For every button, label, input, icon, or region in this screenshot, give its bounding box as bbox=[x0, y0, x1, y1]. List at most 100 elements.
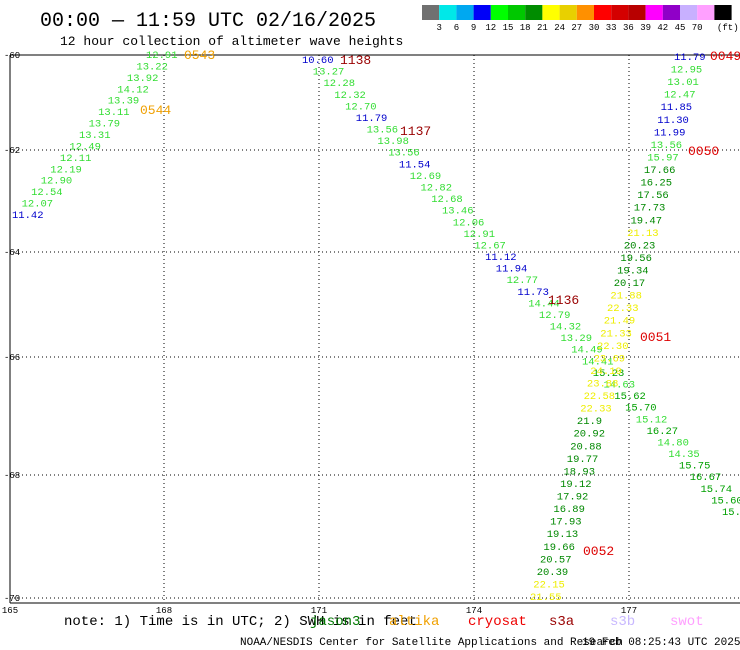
pass-time-label: 0051 bbox=[640, 330, 671, 345]
wave-height-value: 17.56 bbox=[637, 190, 669, 202]
wave-height-value: 19.66 bbox=[543, 542, 575, 554]
wave-height-value: 13.56 bbox=[388, 148, 420, 160]
colorbar-tick-label: 6 bbox=[454, 23, 459, 33]
longitude-labels: 165 168 171 174 177 bbox=[2, 606, 637, 616]
wave-height-value: 24.19 bbox=[590, 366, 622, 378]
wave-height-value: 13.46 bbox=[442, 206, 474, 218]
colorbar-tick-label: 30 bbox=[589, 23, 600, 33]
wave-height-value: 11.79 bbox=[674, 52, 706, 64]
wave-height-value: 12.28 bbox=[324, 78, 356, 90]
footer-note: note: 1) Time is in UTC; 2) SWH is in fe… bbox=[64, 614, 417, 630]
wave-height-value: 12.90 bbox=[41, 176, 73, 188]
colorbar-tick-label: 33 bbox=[606, 23, 617, 33]
colorbar-tick-label: 15 bbox=[503, 23, 514, 33]
colorbar-tick-label: 12 bbox=[485, 23, 496, 33]
wave-height-value: 13.98 bbox=[377, 136, 409, 148]
wave-height-value: 12.47 bbox=[664, 90, 696, 102]
wave-height-value: 14.35 bbox=[668, 449, 700, 461]
colorbar-swatch bbox=[439, 5, 457, 20]
pass-time-label: 1136 bbox=[548, 293, 579, 308]
wave-height-value: 19.12 bbox=[560, 479, 592, 491]
colorbar-swatch bbox=[697, 5, 715, 20]
colorbar-swatch bbox=[473, 5, 491, 20]
colorbar-swatch bbox=[525, 5, 543, 20]
wave-height-value: 13.39 bbox=[108, 96, 140, 108]
wave-height-value: 13.27 bbox=[313, 67, 345, 79]
wave-height-value: 15.70 bbox=[625, 403, 657, 415]
wave-height-value: 23.69 bbox=[594, 353, 626, 365]
wave-height-value: 18.93 bbox=[564, 466, 596, 478]
colorbar-swatch bbox=[490, 5, 508, 20]
latitude-label: -62 bbox=[4, 146, 20, 156]
wave-height-value: 10.60 bbox=[302, 55, 334, 67]
lat-lon-grid bbox=[9, 54, 740, 604]
wave-height-value: 13.56 bbox=[651, 140, 683, 152]
wave-height-value: 13.01 bbox=[667, 77, 699, 89]
wave-height-value: 15.74 bbox=[701, 484, 733, 496]
colorbar-legend bbox=[422, 5, 732, 20]
pass-time-label: 0544 bbox=[140, 103, 171, 118]
satellite-legend-item: s3b bbox=[610, 614, 635, 630]
wave-height-value: 22.58 bbox=[584, 391, 616, 403]
altimeter-tracks: 12.9113.2213.9214.1213.3913.1113.7913.31… bbox=[12, 48, 740, 604]
wave-height-value: 19.77 bbox=[567, 454, 599, 466]
colorbar-swatch bbox=[662, 5, 680, 20]
satellite-legend: jason3 altika cryosat s3a s3b swot bbox=[310, 614, 704, 630]
wave-height-value: 17.93 bbox=[550, 517, 582, 529]
colorbar-swatch bbox=[714, 5, 732, 20]
wave-height-value: 12.06 bbox=[453, 217, 485, 229]
wave-height-value: 22.33 bbox=[607, 303, 639, 315]
longitude-label: 171 bbox=[311, 606, 327, 616]
wave-height-value: 11.12 bbox=[485, 252, 517, 264]
wave-height-value: 12.54 bbox=[31, 187, 63, 199]
wave-height-value: 15.4 bbox=[722, 507, 740, 519]
colorbar-swatch bbox=[508, 5, 526, 20]
latitude-labels: -60 -62 -64 -66 -68 -70 bbox=[4, 51, 20, 604]
colorbar-swatch bbox=[645, 5, 663, 20]
wave-height-value: 19.56 bbox=[620, 253, 652, 265]
wave-height-value: 14.41 bbox=[582, 356, 614, 368]
wave-height-value: 13.22 bbox=[136, 61, 168, 73]
wave-height-value: 14.32 bbox=[550, 322, 582, 334]
colorbar-tick-label: 27 bbox=[571, 23, 582, 33]
wave-height-value: 12.67 bbox=[474, 240, 506, 252]
colorbar-tick-label: 18 bbox=[520, 23, 531, 33]
wave-height-value: 21.9 bbox=[577, 416, 602, 428]
wave-height-value: 16.67 bbox=[690, 472, 722, 484]
wave-height-value: 12.77 bbox=[507, 275, 539, 287]
pass-time-label: 0543 bbox=[184, 48, 215, 63]
wave-height-value: 17.92 bbox=[557, 492, 589, 504]
wave-height-value: 14.44 bbox=[528, 298, 560, 310]
satellite-legend-item: swot bbox=[670, 614, 704, 630]
longitude-label: 174 bbox=[466, 606, 482, 616]
wave-height-value: 20.57 bbox=[540, 554, 572, 566]
wave-height-value: 12.79 bbox=[539, 310, 571, 322]
colorbar-tick-label: 42 bbox=[657, 23, 668, 33]
latitude-label: -60 bbox=[4, 51, 20, 61]
wave-height-value: 20.39 bbox=[537, 567, 569, 579]
satellite-legend-item: s3a bbox=[549, 614, 574, 630]
longitude-label: 165 bbox=[2, 606, 18, 616]
pass-time-label: 1138 bbox=[340, 53, 371, 68]
wave-height-value: 11.94 bbox=[496, 264, 528, 276]
wave-height-value: 15.62 bbox=[614, 391, 646, 403]
latitude-label: -70 bbox=[4, 594, 20, 604]
wave-height-value: 12.91 bbox=[464, 229, 496, 241]
colorbar-swatch bbox=[542, 5, 560, 20]
satellite-legend-item: altika bbox=[389, 614, 439, 630]
wave-height-value: 12.32 bbox=[334, 90, 366, 102]
wave-height-value: 20.92 bbox=[574, 429, 606, 441]
wave-height-value: 19.34 bbox=[617, 266, 649, 278]
colorbar-tick-label: 24 bbox=[554, 23, 565, 33]
colorbar-swatch bbox=[611, 5, 629, 20]
wave-height-value: 12.68 bbox=[431, 194, 463, 206]
wave-height-value: 11.42 bbox=[12, 210, 44, 222]
satellite-track: 12.9113.2213.9214.1213.3913.1113.7913.31… bbox=[12, 48, 215, 222]
colorbar-labels: 3 6 9 12 15 18 21 24 27 30 33 36 39 42 45 70 bbox=[436, 23, 702, 33]
wave-height-value: 13.29 bbox=[561, 333, 593, 345]
wave-height-value: 11.85 bbox=[661, 102, 693, 114]
wave-height-value: 11.54 bbox=[399, 159, 431, 171]
wave-height-value: 12.49 bbox=[69, 141, 101, 153]
colorbar-swatch bbox=[456, 5, 474, 20]
colorbar-tick-label: 39 bbox=[640, 23, 651, 33]
